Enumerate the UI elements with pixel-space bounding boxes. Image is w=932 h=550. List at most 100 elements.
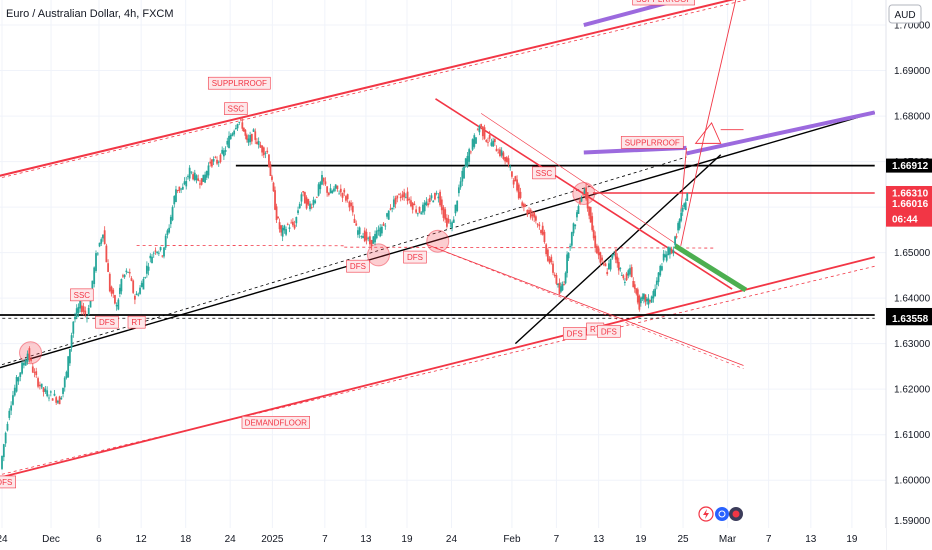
candle-body: [357, 230, 359, 235]
candle-body: [125, 270, 128, 273]
candle-body: [372, 236, 375, 244]
candle-body: [67, 356, 70, 378]
annotation-text: SUPPLRROOF: [212, 79, 267, 88]
candle-body: [657, 272, 660, 283]
candle-body: [31, 366, 34, 373]
candle-body: [493, 138, 496, 143]
candle-body: [315, 196, 318, 198]
price-axis[interactable]: 1.60000 1.61000 1.62000 1.63000 1.64000 1.650…: [885, 0, 932, 550]
candle-body: [632, 280, 635, 288]
candle-body: [345, 196, 347, 201]
candle-body: [28, 348, 31, 361]
candle-body: [487, 141, 489, 143]
candle-body: [529, 209, 532, 218]
candle-body: [305, 197, 308, 209]
candle-body: [209, 161, 212, 164]
candle-body: [681, 207, 684, 212]
candle-body: [331, 190, 334, 194]
annotation-label: SSC: [532, 166, 556, 180]
candle-body: [120, 279, 123, 292]
annotation-label: SUPPLRROOF: [632, 0, 695, 6]
annotation-label: DFS: [597, 324, 621, 338]
candle-body: [175, 189, 177, 202]
candle-body: [80, 305, 83, 313]
candle-body: [257, 141, 260, 145]
candle-body: [293, 224, 296, 229]
candle-body: [298, 203, 301, 209]
candle-body: [451, 222, 453, 229]
candle-body: [24, 360, 27, 366]
globe-icon[interactable]: [715, 507, 729, 521]
candle-body: [327, 192, 330, 195]
candle-body: [411, 202, 414, 210]
candle-body: [526, 209, 529, 215]
candle-body: [214, 156, 217, 158]
channel-lower-line: [1, 256, 875, 478]
candle-body: [37, 378, 39, 387]
candle-body: [87, 307, 90, 315]
candle-body: [302, 191, 305, 193]
candle-body: [221, 149, 224, 154]
time-axis[interactable]: 24 Dec 6 12 18 24 2025 7 13 19 24 Feb 7 13 19 25 Mar 7 13 1…: [0, 528, 886, 550]
candle-body: [35, 371, 38, 376]
x-tick-label: 7: [766, 534, 772, 545]
candle-body: [241, 122, 244, 129]
candle-body: [132, 280, 135, 293]
candle-body: [629, 268, 631, 275]
annotation-box: [70, 288, 94, 302]
candle-body: [236, 124, 239, 129]
candle-body: [53, 393, 56, 396]
candle-body: [195, 175, 198, 181]
candle-body: [204, 174, 206, 183]
candle-body: [266, 150, 269, 153]
candle-body: [242, 127, 245, 132]
candle-body: [672, 250, 675, 254]
candle-body: [514, 176, 517, 182]
candle-body: [490, 142, 493, 146]
candle-body: [326, 186, 329, 193]
candle-body: [478, 125, 481, 133]
candle-body: [33, 372, 36, 373]
candle-body: [152, 252, 155, 254]
annotation-box: [403, 250, 427, 264]
candle-body: [617, 261, 620, 271]
candle-body: [577, 206, 580, 214]
candle-body: [135, 293, 138, 295]
candle-body: [538, 224, 541, 227]
candle-body: [447, 218, 450, 223]
candle-body: [353, 218, 356, 223]
indicator-icons[interactable]: [698, 506, 743, 522]
annotation-box: [95, 315, 119, 329]
candle-body: [159, 247, 162, 251]
candle-body: [608, 263, 610, 270]
support-lower-badge-text: 1.63558: [892, 314, 929, 325]
candle-body: [523, 203, 525, 208]
annotation-text: RT: [131, 318, 142, 327]
candle-body: [404, 196, 407, 198]
currency-button[interactable]: AUD: [888, 4, 922, 24]
candle-body: [468, 149, 471, 162]
flag-icon[interactable]: [729, 507, 743, 521]
flash-icon[interactable]: [698, 506, 714, 522]
candle-body: [207, 165, 210, 176]
candle-body: [55, 397, 58, 403]
candle-body: [594, 235, 597, 249]
candle-body: [127, 271, 129, 273]
candle-body: [19, 372, 22, 378]
candle-body: [418, 206, 421, 213]
candle-body: [654, 288, 657, 297]
candle-body: [596, 245, 598, 254]
candle-body: [614, 249, 617, 260]
candle-body: [550, 256, 553, 262]
candle-body: [456, 200, 459, 211]
candle-body: [620, 275, 623, 276]
annotation-box: [241, 416, 310, 429]
candle-body: [374, 233, 376, 243]
candle-body: [123, 274, 126, 278]
candle-body: [51, 398, 54, 401]
currency-label: AUD: [894, 10, 915, 21]
candle-body: [604, 263, 607, 267]
candle-body: [199, 183, 201, 185]
candle-body: [112, 289, 115, 294]
